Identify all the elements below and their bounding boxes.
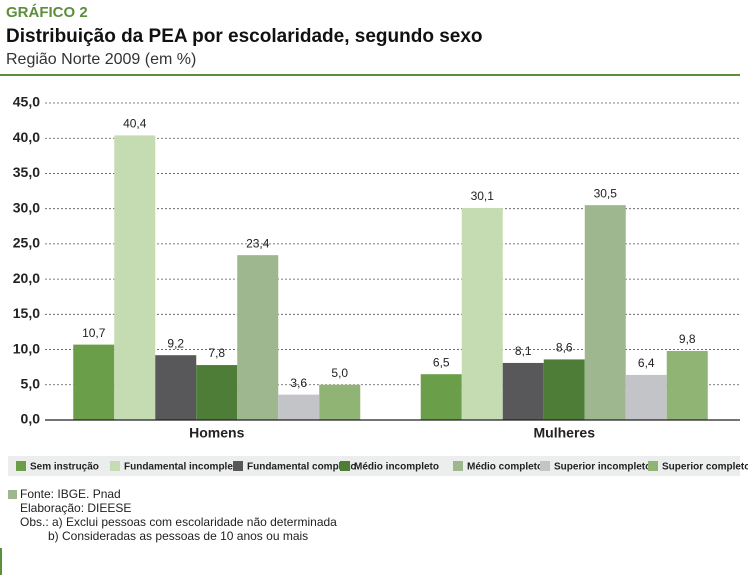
y-tick-label: 20,0 [13, 270, 40, 286]
value-label: 30,5 [594, 186, 618, 200]
bar [584, 205, 626, 420]
value-label: 8,6 [556, 341, 573, 355]
chart-title: Distribuição da PEA por escolaridade, se… [6, 26, 483, 47]
bar [114, 135, 156, 420]
y-tick-label: 5,0 [21, 375, 41, 391]
value-label: 8,1 [515, 344, 532, 358]
note-prepared: Elaboração: DIEESE [20, 501, 131, 515]
chart-label: GRÁFICO 2 [6, 4, 88, 21]
bar [155, 355, 197, 420]
bar [461, 207, 503, 420]
bar [196, 365, 238, 420]
value-label: 7,8 [208, 346, 225, 360]
bar [237, 255, 279, 420]
legend-swatch [110, 461, 120, 471]
bar [278, 394, 320, 420]
value-label: 10,7 [82, 326, 106, 340]
y-tick-label: 30,0 [13, 199, 40, 215]
bar [666, 350, 708, 420]
legend-label: Superior completo [662, 462, 748, 473]
note-obs-b: b) Consideradas as pessoas de 10 anos ou… [48, 529, 308, 543]
value-label: 23,4 [246, 236, 270, 250]
legend-swatch [540, 461, 550, 471]
x-tick-label: Mulheres [534, 425, 596, 441]
legend-swatch [648, 461, 658, 471]
y-tick-label: 15,0 [13, 305, 40, 321]
legend-swatch [453, 461, 463, 471]
x-tick-label: Homens [189, 425, 244, 441]
chart-subtitle: Região Norte 2009 (em %) [6, 51, 196, 68]
legend-label: Médio incompleto [354, 462, 439, 473]
legend-swatch [340, 461, 350, 471]
y-tick-label: 40,0 [13, 129, 40, 145]
note-bullet [8, 490, 17, 499]
note-source: Fonte: IBGE. Pnad [20, 487, 121, 501]
bar [420, 374, 462, 420]
value-label: 9,2 [167, 336, 184, 350]
value-label: 6,4 [638, 356, 655, 370]
value-label: 3,6 [290, 376, 307, 390]
value-label: 5,0 [331, 366, 348, 380]
legend-label: Fundamental completo [247, 462, 356, 473]
bar [625, 374, 667, 420]
legend-swatch [233, 461, 243, 471]
bar [502, 362, 544, 420]
bar [543, 359, 585, 420]
legend-box [8, 456, 740, 476]
y-tick-label: 35,0 [13, 164, 40, 180]
legend-label: Médio completo [467, 462, 543, 473]
y-tick-label: 10,0 [13, 340, 40, 356]
bar [73, 344, 115, 420]
value-label: 30,1 [471, 189, 495, 203]
legend-label: Superior incompleto [554, 462, 651, 473]
y-tick-label: 0,0 [21, 411, 41, 427]
y-tick-label: 25,0 [13, 235, 40, 251]
note-obs-a: Obs.: a) Exclui pessoas com escolaridade… [20, 515, 337, 529]
value-label: 9,8 [679, 332, 696, 346]
legend-label: Fundamental incompleto [124, 462, 242, 473]
legend-label: Sem instrução [30, 462, 99, 473]
value-label: 6,5 [433, 355, 450, 369]
legend-swatch [16, 461, 26, 471]
y-tick-label: 45,0 [13, 94, 40, 110]
bar [319, 384, 361, 420]
value-label: 40,4 [123, 117, 147, 131]
